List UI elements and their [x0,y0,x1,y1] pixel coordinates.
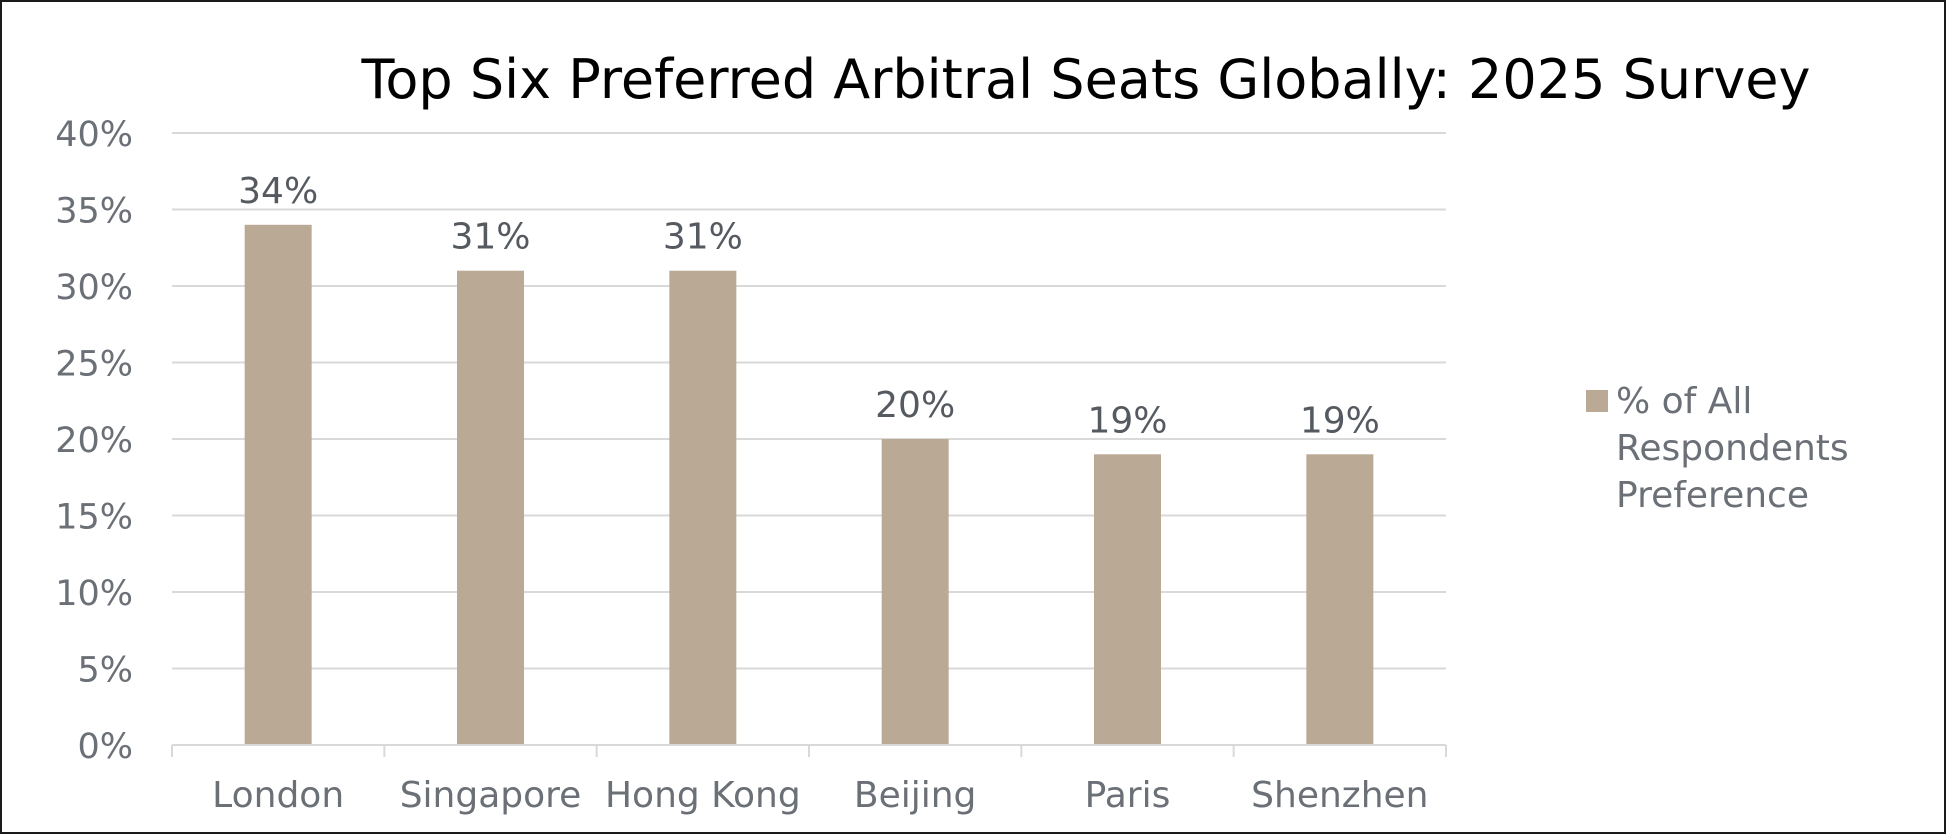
x-category-label: London [212,775,344,816]
legend-label: % of All Respondents Preference [1616,381,1849,516]
y-tick-label: 30% [55,268,133,308]
bars [244,224,1374,746]
bar [1306,454,1374,745]
y-tick-label: 40% [55,115,133,155]
bar [669,270,737,745]
y-axis: 0% 5% 10% 15% 20% 25% 30% 35% 40% [55,115,133,767]
y-tick-label: 10% [55,574,133,614]
data-label: 20% [875,385,955,426]
x-category-label: Hong Kong [605,775,801,816]
x-category-label: Paris [1085,775,1171,816]
legend: % of All Respondents Preference [1586,381,1849,516]
y-tick-label: 5% [77,651,133,691]
y-tick-label: 15% [55,498,133,538]
data-label: 19% [1300,400,1380,441]
legend-label-line: % of All [1616,381,1752,422]
chart-title: Top Six Preferred Arbitral Seats Globall… [361,48,1811,111]
y-tick-label: 0% [77,727,133,767]
x-category-label: Singapore [400,775,582,816]
bar [881,439,949,745]
legend-swatch [1586,390,1608,412]
data-label: 34% [238,171,318,212]
y-tick-label: 35% [55,192,133,232]
x-axis: London Singapore Hong Kong Beijing Paris Shen… [171,744,1447,816]
x-category-label: Beijing [854,775,977,816]
y-tick-label: 25% [55,345,133,385]
legend-label-line: Respondents [1616,428,1849,469]
data-label: 31% [450,217,530,258]
bar [1094,454,1161,745]
y-tick-label: 20% [55,421,133,461]
gridlines [172,132,1446,670]
data-labels: 34% 31% 31% 20% 19% 19% [238,171,1380,441]
bar [244,224,312,746]
legend-label-line: Preference [1616,475,1809,516]
bar [457,270,524,745]
data-label: 19% [1087,400,1167,441]
x-category-label: Shenzhen [1251,775,1428,816]
data-label: 31% [663,217,743,258]
